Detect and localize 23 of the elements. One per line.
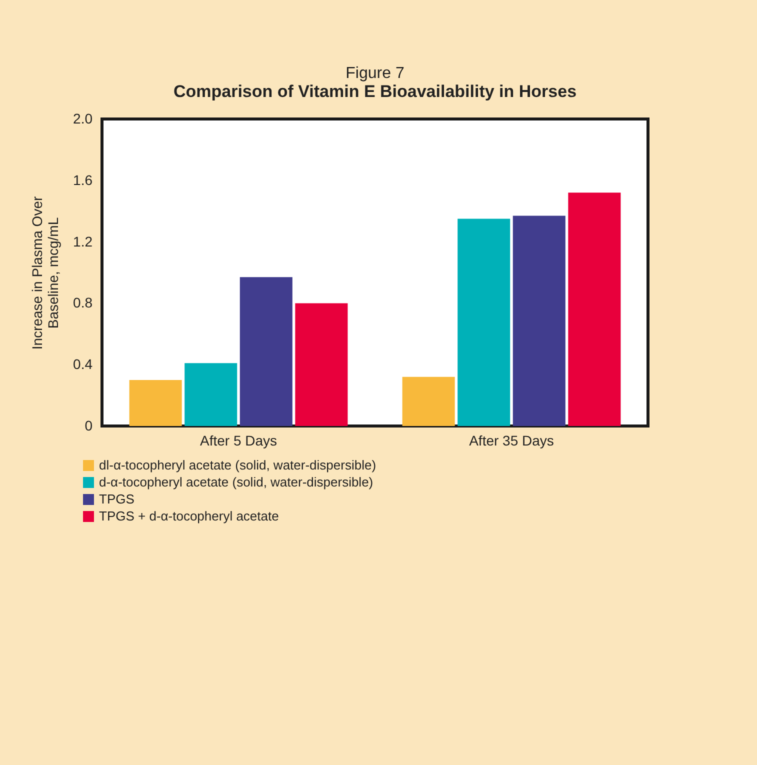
- bar: [295, 303, 348, 426]
- y-axis-title: Increase in Plasma Over Baseline, mcg/mL: [29, 196, 62, 350]
- bar: [240, 277, 292, 426]
- legend-label: d-α-tocopheryl acetate (solid, water-dispersible): [99, 474, 374, 490]
- y-tick-label: 1.2: [73, 233, 93, 250]
- chart-title: Figure 7: [346, 65, 404, 82]
- legend-label: TPGS: [99, 492, 135, 506]
- y-tick-label: 0: [84, 418, 93, 434]
- bar: [184, 363, 238, 426]
- bar: [568, 192, 621, 426]
- y-tick-label: 2.0: [73, 110, 93, 126]
- chart-subtitle: Comparison of Vitamin E Bioavailability in Horses: [173, 82, 577, 101]
- bar: [512, 216, 566, 426]
- y-tick-label: 1.6: [73, 172, 93, 188]
- bar: [402, 376, 455, 426]
- x-tick-label: After 5 Days: [200, 432, 278, 448]
- legend-label: TPGS + d-α-tocopheryl acetate: [99, 508, 279, 524]
- legend-label: dl-α-tocopheryl acetate (solid, water-dispersible): [99, 458, 376, 472]
- bar: [129, 380, 182, 426]
- y-tick-label: 0.8: [73, 294, 93, 311]
- y-tick-label: 0.4: [73, 356, 93, 372]
- x-tick-label: After 35 Days: [469, 432, 554, 448]
- bar: [458, 218, 510, 426]
